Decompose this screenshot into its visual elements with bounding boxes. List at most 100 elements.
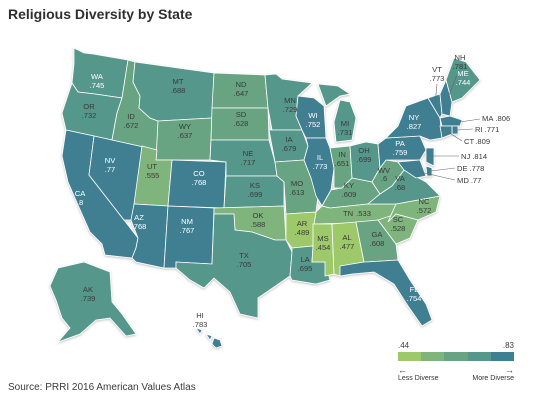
abbr-WI: WI [308, 111, 317, 120]
value-ND: .647 [234, 89, 249, 98]
value-OR: .732 [82, 111, 97, 120]
abbr-LA: LA [300, 255, 310, 264]
label-AR: AR .489 [295, 219, 310, 237]
legend-color-scale [398, 352, 515, 361]
abbr-NM: NM [181, 217, 193, 226]
value-TN: .533 [356, 209, 371, 218]
label-HI: HI .783 [193, 311, 208, 329]
state-MD[interactable] [397, 159, 427, 179]
label-MT: MT .688 [171, 77, 186, 95]
abbr-IL: IL [317, 153, 323, 162]
map-title: Religious Diversity by State [8, 6, 193, 22]
label-WV: WV .6 [378, 166, 391, 183]
abbr-OR: OR [83, 102, 95, 111]
abbr-NJ: NJ [461, 152, 470, 161]
label-NC: NC .572 [417, 197, 432, 215]
value-WY: .637 [178, 131, 193, 140]
abbr-OH: OH [358, 146, 369, 155]
state-HI[interactable] [195, 327, 223, 349]
abbr-UT: UT [147, 162, 157, 171]
legend: .44 .83 ← Less Diverse → More Diverse [398, 341, 515, 382]
abbr-HI: HI [196, 311, 204, 320]
label-MO: MO .613 [290, 179, 305, 197]
value-IN: .651 [335, 159, 350, 168]
value-OH: .699 [357, 155, 372, 164]
state-FL[interactable] [339, 259, 433, 327]
abbr-MS: MS [317, 234, 328, 243]
label-VA: VA .68 [395, 174, 406, 192]
label-MS: MS .454 [316, 234, 331, 252]
abbr-NV: NV [105, 156, 116, 165]
abbr-MA: MA [482, 114, 494, 123]
label-IN: IN .651 [335, 150, 350, 168]
state-AK[interactable] [49, 261, 137, 343]
legend-swatch [398, 352, 422, 361]
value-MI: .731 [338, 128, 353, 137]
label-AL: AL .477 [340, 233, 355, 251]
leader-MD [419, 171, 456, 181]
abbr-FL: FL [410, 285, 419, 294]
value-NV: .77 [105, 165, 116, 174]
value-NY: .827 [407, 122, 422, 131]
value-MN: .729 [283, 105, 298, 114]
abbr-ND: ND [236, 80, 247, 89]
abbr-NC: NC [419, 197, 430, 206]
abbr-NE: NE [243, 149, 254, 158]
value-NE: .717 [241, 158, 256, 167]
label-UT: UT .555 [145, 162, 160, 180]
abbr-GA: GA [372, 230, 384, 239]
legend-max-label: .83 [502, 341, 514, 350]
value-CT: .809 [475, 137, 490, 146]
value-NH: .781 [453, 62, 468, 71]
state-NM[interactable] [163, 205, 215, 269]
label-CT: CT .809 [464, 137, 490, 146]
value-FL: .754 [407, 294, 422, 303]
value-HI: .783 [193, 320, 208, 329]
abbr-OK: OK [253, 211, 264, 220]
label-GA: GA .608 [370, 230, 385, 248]
label-NY: NY .827 [407, 113, 422, 131]
label-ID: ID .672 [124, 112, 139, 130]
state-ME[interactable] [445, 57, 481, 103]
abbr-KY: KY [344, 181, 354, 190]
label-MA: MA .806 [482, 114, 510, 123]
state-MI[interactable] [317, 83, 357, 143]
legend-swatch [444, 352, 468, 361]
value-MT: .688 [171, 86, 186, 95]
abbr-VT: VT [432, 65, 442, 74]
abbr-KS: KS [250, 181, 260, 190]
state-KS[interactable] [223, 175, 285, 209]
source-note: Source: PRRI 2016 American Values Atlas [8, 382, 196, 393]
label-WY: WY .637 [178, 122, 193, 140]
label-ND: ND .647 [234, 80, 249, 98]
label-NM: NM .767 [180, 217, 195, 235]
abbr-ID: ID [127, 112, 135, 121]
abbr-DE: DE [457, 164, 468, 173]
value-OK: .588 [251, 220, 266, 229]
label-ME: ME .744 [456, 69, 471, 87]
value-AK: .739 [81, 294, 96, 303]
value-CA: .8 [77, 198, 83, 207]
state-TX[interactable] [175, 213, 293, 319]
value-IL: .773 [313, 162, 328, 171]
value-VT: .773 [430, 74, 445, 83]
label-AZ: AZ .768 [132, 213, 147, 231]
label-CA: CA .8 [75, 189, 86, 207]
state-CT[interactable] [439, 125, 453, 139]
label-KS: KS .699 [248, 181, 263, 199]
arrow-right-icon: → [505, 365, 514, 375]
value-KS: .699 [248, 190, 263, 199]
abbr-CO: CO [193, 169, 204, 178]
value-SD: .628 [234, 119, 249, 128]
state-NH[interactable] [439, 78, 453, 117]
abbr-MO: MO [291, 179, 303, 188]
state-MA[interactable] [439, 115, 463, 127]
abbr-SC: SC [393, 215, 404, 224]
abbr-WY: WY [179, 122, 191, 131]
leader-VT [434, 83, 438, 105]
label-TN: TN .533 [343, 209, 371, 218]
state-NJ[interactable] [425, 147, 435, 167]
label-KY: KY .609 [342, 181, 357, 199]
abbr-CA: CA [75, 189, 86, 198]
